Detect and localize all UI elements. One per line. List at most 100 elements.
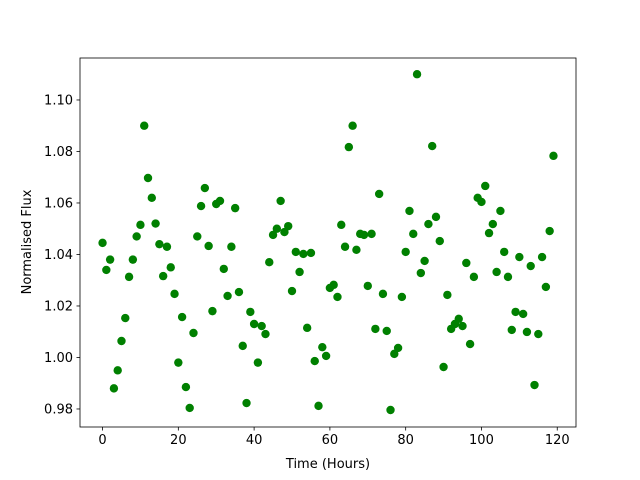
point (371, 324, 380, 334)
x-tick-label: 60 (322, 433, 339, 448)
point (121, 313, 130, 323)
point (117, 336, 126, 346)
point (193, 232, 202, 241)
point (291, 247, 300, 257)
point (109, 384, 119, 393)
point (378, 289, 388, 299)
point (367, 229, 376, 239)
point (215, 196, 225, 206)
point (511, 307, 520, 317)
point (189, 328, 198, 338)
point (477, 197, 486, 207)
point (306, 248, 316, 258)
point (443, 290, 452, 300)
point (530, 380, 539, 390)
x-tick-label: 20 (170, 433, 187, 448)
point (454, 314, 463, 324)
point (181, 382, 191, 392)
point (196, 201, 206, 211)
point (526, 261, 535, 271)
point (481, 181, 490, 191)
point (337, 220, 346, 230)
point (405, 206, 414, 216)
y-tick-label: 1.04 (44, 248, 73, 263)
point (204, 241, 213, 251)
point (310, 356, 319, 366)
point (424, 219, 433, 229)
point (386, 405, 395, 415)
point (208, 306, 217, 316)
point (507, 325, 516, 335)
point (469, 272, 479, 282)
plot-frame (79, 57, 577, 428)
point (458, 321, 467, 331)
point (344, 142, 354, 152)
point (174, 358, 183, 367)
point (352, 245, 361, 255)
point (295, 267, 304, 277)
point (420, 256, 429, 266)
y-axis-label: Normalised Flux (20, 189, 35, 294)
point (170, 289, 179, 299)
y-tick-label: 0.98 (44, 402, 73, 417)
point (185, 403, 194, 413)
point (261, 329, 270, 339)
point (132, 232, 141, 241)
point (541, 282, 551, 292)
point (230, 203, 240, 213)
point (177, 312, 187, 322)
point (499, 247, 509, 257)
point (257, 321, 266, 331)
point (284, 221, 293, 231)
point (268, 230, 278, 240)
point (518, 309, 528, 319)
x-tick-label: 40 (246, 433, 263, 448)
point (363, 281, 372, 291)
point (219, 264, 228, 274)
point (302, 323, 312, 333)
point (340, 242, 350, 251)
y-tick-label: 1.08 (44, 145, 73, 160)
point (314, 401, 323, 411)
point (151, 219, 160, 228)
point (276, 196, 285, 206)
point (253, 358, 263, 367)
point (124, 272, 134, 282)
point (465, 339, 475, 349)
point (272, 224, 282, 233)
point (382, 326, 391, 336)
point (98, 238, 107, 248)
point (113, 366, 122, 375)
point (136, 220, 145, 230)
x-tick-label: 0 (98, 433, 106, 448)
y-tick-label: 1.06 (44, 196, 73, 211)
y-tick-label: 1.02 (44, 299, 73, 314)
point (200, 183, 210, 193)
point (401, 247, 410, 257)
point (537, 252, 547, 262)
point (488, 219, 498, 229)
y-tick-label: 1.10 (44, 93, 73, 108)
point (155, 239, 164, 249)
point (242, 398, 251, 408)
x-tick-label: 80 (397, 433, 414, 448)
point (329, 280, 338, 290)
point (321, 351, 331, 361)
point (496, 206, 505, 216)
point (462, 258, 471, 268)
point (223, 291, 232, 301)
point (522, 327, 532, 337)
point (416, 268, 426, 278)
point (534, 329, 543, 339)
x-tick-label: 120 (545, 433, 570, 448)
point (412, 70, 422, 79)
point (439, 362, 448, 372)
point (147, 193, 157, 203)
point (409, 229, 418, 239)
point (166, 263, 175, 272)
point (428, 141, 437, 151)
point (359, 230, 369, 240)
y-tick-label: 1.00 (44, 351, 73, 366)
point (162, 242, 172, 251)
